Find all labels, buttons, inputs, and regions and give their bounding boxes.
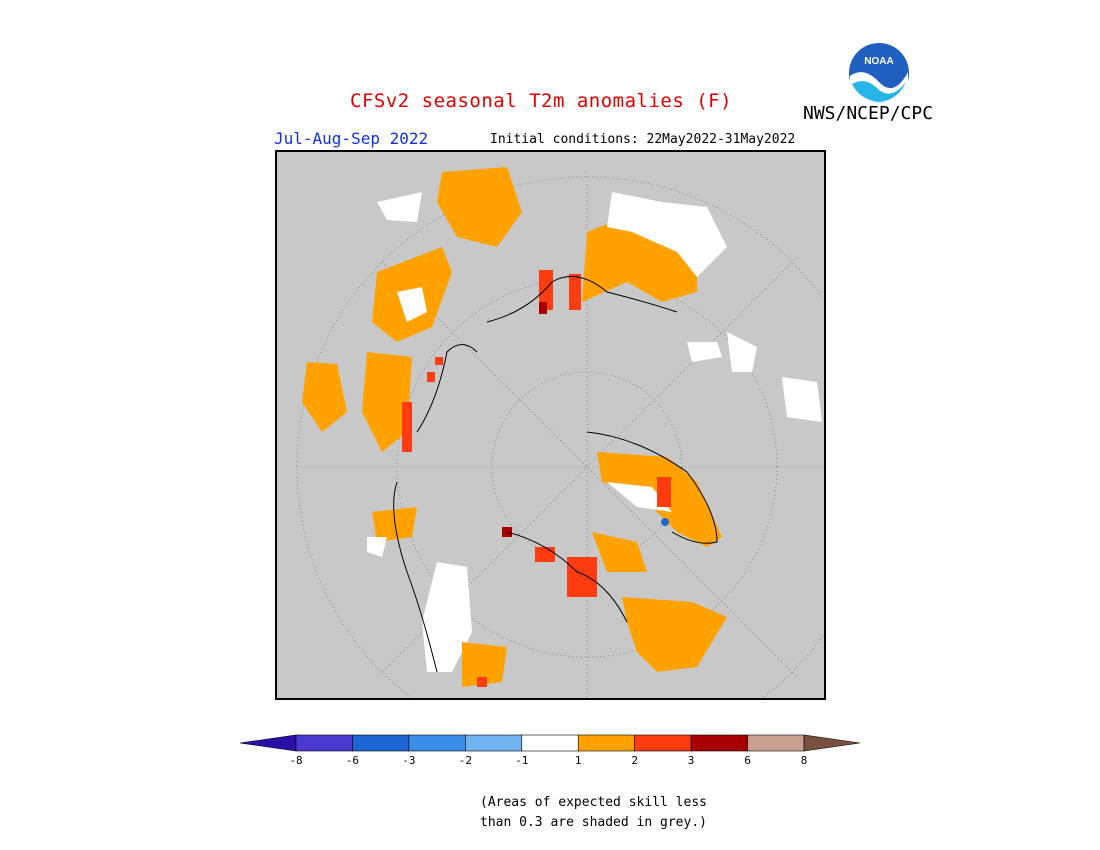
colorbar-tick-label: 8 [800,754,808,767]
colorbar-swatch [747,734,805,752]
anomaly-pacific [367,507,507,687]
noaa-logo: NOAA [849,43,909,103]
footnote: (Areas of expected skill less than 0.3 a… [480,793,707,833]
colorbar-arrow-low [240,734,297,752]
colorbar-swatch [690,734,748,752]
initial-conditions-label: Initial conditions: 22May2022-31May2022 [490,132,796,147]
colorbar-tick-label: -3 [402,754,416,767]
colorbar-tick-label: 6 [744,754,751,767]
colorbar-swatch [408,734,466,752]
anomaly-greenland [597,452,722,547]
season-label: Jul-Aug-Sep 2022 [274,129,429,148]
colorbar [240,734,860,752]
colorbar-tick-label: -6 [345,754,360,767]
colorbar-tick-label: -2 [458,754,472,767]
chart-title: CFSv2 seasonal T2m anomalies (F) [350,90,733,112]
agency-label: NWS/NCEP/CPC [803,103,934,124]
colorbar-tick-label: -1 [515,754,529,767]
colorbar-tick-label: 3 [687,754,695,767]
coastlines [393,275,718,673]
footnote-line-2: than 0.3 are shaded in grey.) [480,815,707,830]
colorbar-swatch [521,734,579,752]
colorbar-tick-label: 2 [631,754,638,767]
logo-text: NOAA [864,56,893,67]
polar-map [296,167,824,698]
footnote-line-1: (Areas of expected skill less [480,795,707,810]
colorbar-swatch [295,734,353,752]
anomaly-siberia [539,192,822,422]
colorbar-swatch [577,734,635,752]
anomaly-europe [302,167,522,452]
colorbar-swatch [634,734,692,752]
colorbar-tick-label: 1 [574,754,582,767]
anomaly-canada [502,527,727,672]
colorbar-arrow-high [803,734,860,752]
map-frame [275,150,826,700]
colorbar-swatch [352,734,410,752]
colorbar-swatch [465,734,523,752]
colorbar-tick-label: -8 [289,754,303,767]
